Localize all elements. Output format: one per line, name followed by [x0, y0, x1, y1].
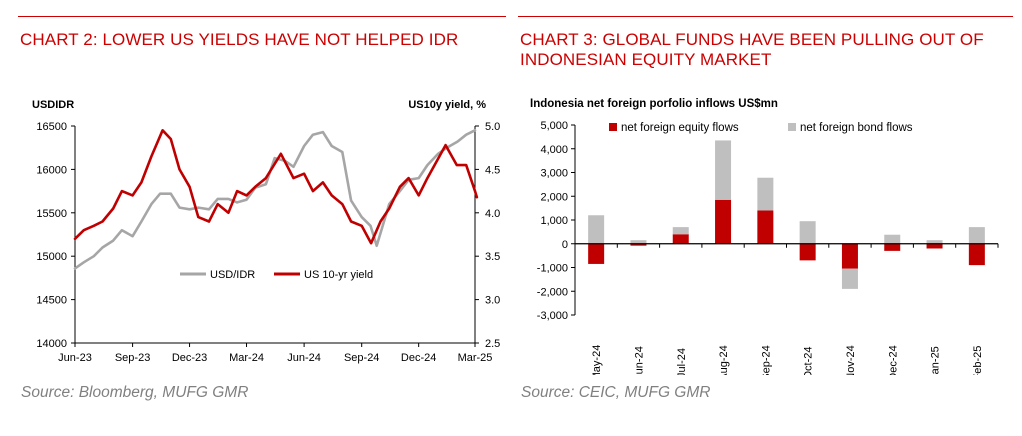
equity-flow-bar	[799, 243, 816, 261]
y-tick-label: 4,000	[540, 144, 568, 156]
bond-flow-bar	[630, 240, 647, 244]
left-y-tick-label: 14500	[36, 295, 67, 307]
portfolio-flows-chart: Indonesia net foreign porfolio inflows U…	[530, 98, 999, 381]
panel-top-rule	[518, 16, 1013, 17]
legend-label: net foreign bond flows	[800, 122, 913, 134]
x-tick-label: Dec-24	[401, 352, 436, 364]
bond-flow-bar	[799, 221, 816, 244]
y-tick-label: 5,000	[540, 120, 568, 132]
x-tick-label: Sep-23	[115, 352, 150, 364]
panel-top-rule	[18, 16, 506, 17]
right-chart-source: Source: CEIC, MUFG GMR	[521, 384, 711, 401]
equity-flow-bar	[968, 243, 985, 266]
bond-flow-bar	[588, 215, 605, 244]
right-y-tick-label: 4.5	[485, 164, 500, 176]
right-y-tick-label: 5.0	[485, 121, 500, 133]
left-chart-heading: CHART 2: LOWER US YIELDS HAVE NOT HELPED…	[20, 30, 459, 49]
x-tick-label: Jun-23	[58, 352, 92, 364]
x-tick-label: Dec-23	[172, 352, 207, 364]
category-label: Nov-24	[845, 345, 857, 375]
left-chart-source: Source: Bloomberg, MUFG GMR	[21, 384, 249, 401]
legend-label: USD/IDR	[210, 269, 255, 281]
legend-swatch	[609, 123, 617, 131]
legend-swatch	[788, 123, 796, 131]
equity-flow-bar	[715, 199, 732, 244]
y-tick-label: -2,000	[537, 286, 568, 298]
bond-flow-bar	[884, 234, 901, 244]
bond-flow-bar	[757, 177, 774, 211]
left-y-tick-label: 15000	[36, 251, 67, 263]
left-y-tick-label: 16000	[36, 164, 67, 176]
category-label: Oct-24	[803, 346, 815, 375]
bond-flow-bar	[968, 227, 985, 244]
equity-flow-bar	[757, 210, 774, 244]
legend-label: net foreign equity flows	[621, 122, 739, 134]
bond-flow-bar	[672, 227, 689, 235]
left-y-tick-label: 16500	[36, 121, 67, 133]
right-y-tick-label: 4.0	[485, 208, 500, 220]
x-tick-label: Sep-24	[344, 352, 379, 364]
category-label: Aug-24	[718, 345, 730, 375]
usdidr-line	[73, 128, 477, 270]
usdidr-vs-yield-chart: USDIDR US10y yield, % 14000 14500 15000 15500…	[32, 99, 500, 364]
portfolio-flows-chart-box: Indonesia net foreign porfolio inflows U…	[518, 90, 1013, 381]
y-tick-label: 2,000	[540, 191, 568, 203]
equity-flow-bar	[884, 243, 901, 251]
right-y-tick-label: 3.0	[485, 295, 500, 307]
legend-label: US 10-yr yield	[304, 269, 373, 281]
right-axis-label: US10y yield, %	[408, 99, 486, 111]
left-y-tick-label: 14000	[36, 338, 67, 350]
bond-flow-bar	[926, 240, 943, 244]
y-tick-label: -3,000	[537, 310, 568, 322]
category-label: Dec-24	[887, 345, 899, 375]
bond-flow-bar	[841, 268, 858, 289]
equity-flow-bar	[841, 243, 858, 269]
category-label: Jul-24	[676, 348, 688, 375]
x-tick-label: Mar-25	[458, 352, 493, 364]
y-tick-label: -1,000	[537, 263, 568, 275]
equity-flow-bar	[672, 234, 689, 244]
y-tick-label: 1,000	[540, 215, 568, 227]
category-label: Jan-25	[930, 346, 942, 375]
right-y-tick-label: 3.5	[485, 251, 500, 263]
left-chart-panel: CHART 2: LOWER US YIELDS HAVE NOT HELPED…	[18, 0, 506, 436]
equity-flow-bar	[926, 243, 943, 249]
equity-flow-bar	[588, 243, 605, 264]
category-label: May-24	[591, 345, 603, 375]
right-y-tick-label: 2.5	[485, 338, 500, 350]
left-y-tick-label: 15500	[36, 208, 67, 220]
y-tick-label: 0	[562, 239, 568, 251]
usdidr-yield-chart-box: USDIDR US10y yield, % 14000 14500 15000 15500…	[18, 90, 506, 370]
y-tick-label: 3,000	[540, 168, 568, 180]
x-tick-label: Mar-24	[229, 352, 264, 364]
right-chart-panel: CHART 3: GLOBAL FUNDS HAVE BEEN PULLING …	[518, 0, 1013, 436]
x-tick-label: Jun-24	[287, 352, 321, 364]
chart-title: Indonesia net foreign porfolio inflows U…	[530, 98, 778, 110]
right-chart-heading: CHART 3: GLOBAL FUNDS HAVE BEEN PULLING …	[520, 30, 984, 69]
equity-flow-bar	[630, 243, 647, 246]
bond-flow-bar	[715, 140, 732, 200]
left-axis-label: USDIDR	[32, 99, 74, 111]
category-label: Sep-24	[760, 345, 772, 375]
category-label: Feb-25	[972, 346, 984, 375]
us10y-yield-line	[73, 128, 479, 245]
category-label: Jun-24	[633, 346, 645, 375]
